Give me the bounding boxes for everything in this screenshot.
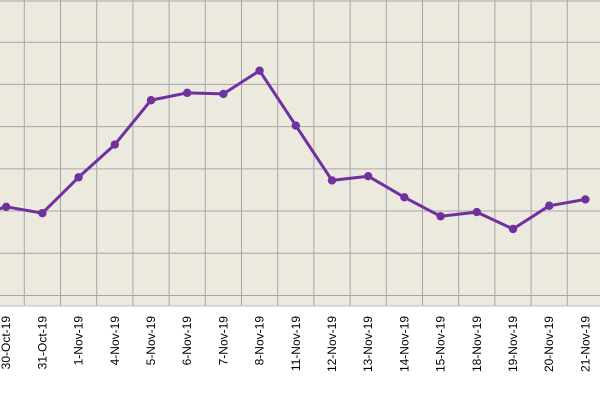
x-axis-tick-labels: 30-Oct-19 31-Oct-19 1-Nov-19 4-Nov-19 5-Nov-… <box>0 316 592 372</box>
data-point-4 <box>110 140 120 149</box>
data-point-8 <box>255 66 264 75</box>
data-point-3 <box>74 173 83 182</box>
data-points <box>2 66 590 234</box>
plot-area <box>0 0 600 306</box>
x-tick-label: 21-Nov-19 <box>578 316 592 372</box>
x-tick-label: 14-Nov-19 <box>397 316 411 372</box>
x-tick-label: 19-Nov-19 <box>506 316 520 372</box>
data-point-9 <box>291 121 300 130</box>
x-tick-label: 20-Nov-19 <box>542 316 556 372</box>
data-point-2 <box>38 208 47 218</box>
data-point-11 <box>364 172 373 181</box>
x-tick-label: 31-Oct-19 <box>35 316 49 370</box>
data-point-13 <box>436 212 445 221</box>
data-point-16 <box>545 201 554 210</box>
data-point-10 <box>327 176 337 185</box>
data-point-6 <box>183 88 192 98</box>
x-tick-label: 30-Oct-19 <box>0 316 13 370</box>
x-tick-label: 7-Nov-19 <box>216 316 230 366</box>
x-tick-label: 13-Nov-19 <box>361 316 375 372</box>
x-tick-label: 15-Nov-19 <box>434 316 448 372</box>
x-tick-label: 8-Nov-19 <box>253 316 267 366</box>
vertical-gridlines <box>23 0 568 306</box>
x-tick-label: 12-Nov-19 <box>325 316 339 372</box>
data-point-14 <box>472 207 481 217</box>
x-tick-label: 6-Nov-19 <box>180 316 194 366</box>
x-tick-label: 18-Nov-19 <box>470 316 484 372</box>
horizontal-gridlines <box>0 41 600 296</box>
x-tick-label: 4-Nov-19 <box>108 316 122 366</box>
x-tick-label: 1-Nov-19 <box>72 316 86 366</box>
series-line <box>0 69 586 231</box>
data-point-7 <box>219 89 228 99</box>
data-point-12 <box>400 193 409 202</box>
data-point-5 <box>146 96 156 105</box>
data-point-15 <box>508 224 518 234</box>
x-tick-label: 11-Nov-19 <box>289 316 303 371</box>
x-tick-label: 5-Nov-19 <box>144 316 158 366</box>
data-point-17 <box>581 195 590 204</box>
data-point-1 <box>2 202 11 212</box>
